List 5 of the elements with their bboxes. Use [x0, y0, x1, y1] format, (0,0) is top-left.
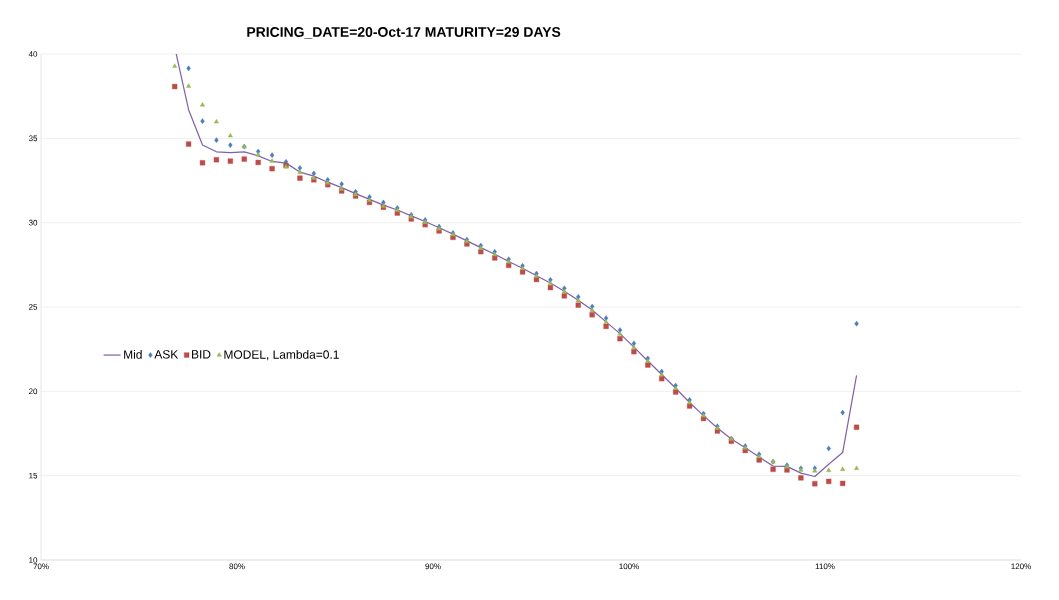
legend-label: Mid — [124, 350, 142, 359]
legend-label: MODEL, Lambda=0.1 — [224, 350, 339, 361]
legend-label: ASK — [154, 350, 179, 359]
legend-label: BID — [192, 350, 211, 359]
chart-title: PRICING_DATE=20-Oct-17 MATURITY=29 DAYS — [247, 27, 561, 39]
